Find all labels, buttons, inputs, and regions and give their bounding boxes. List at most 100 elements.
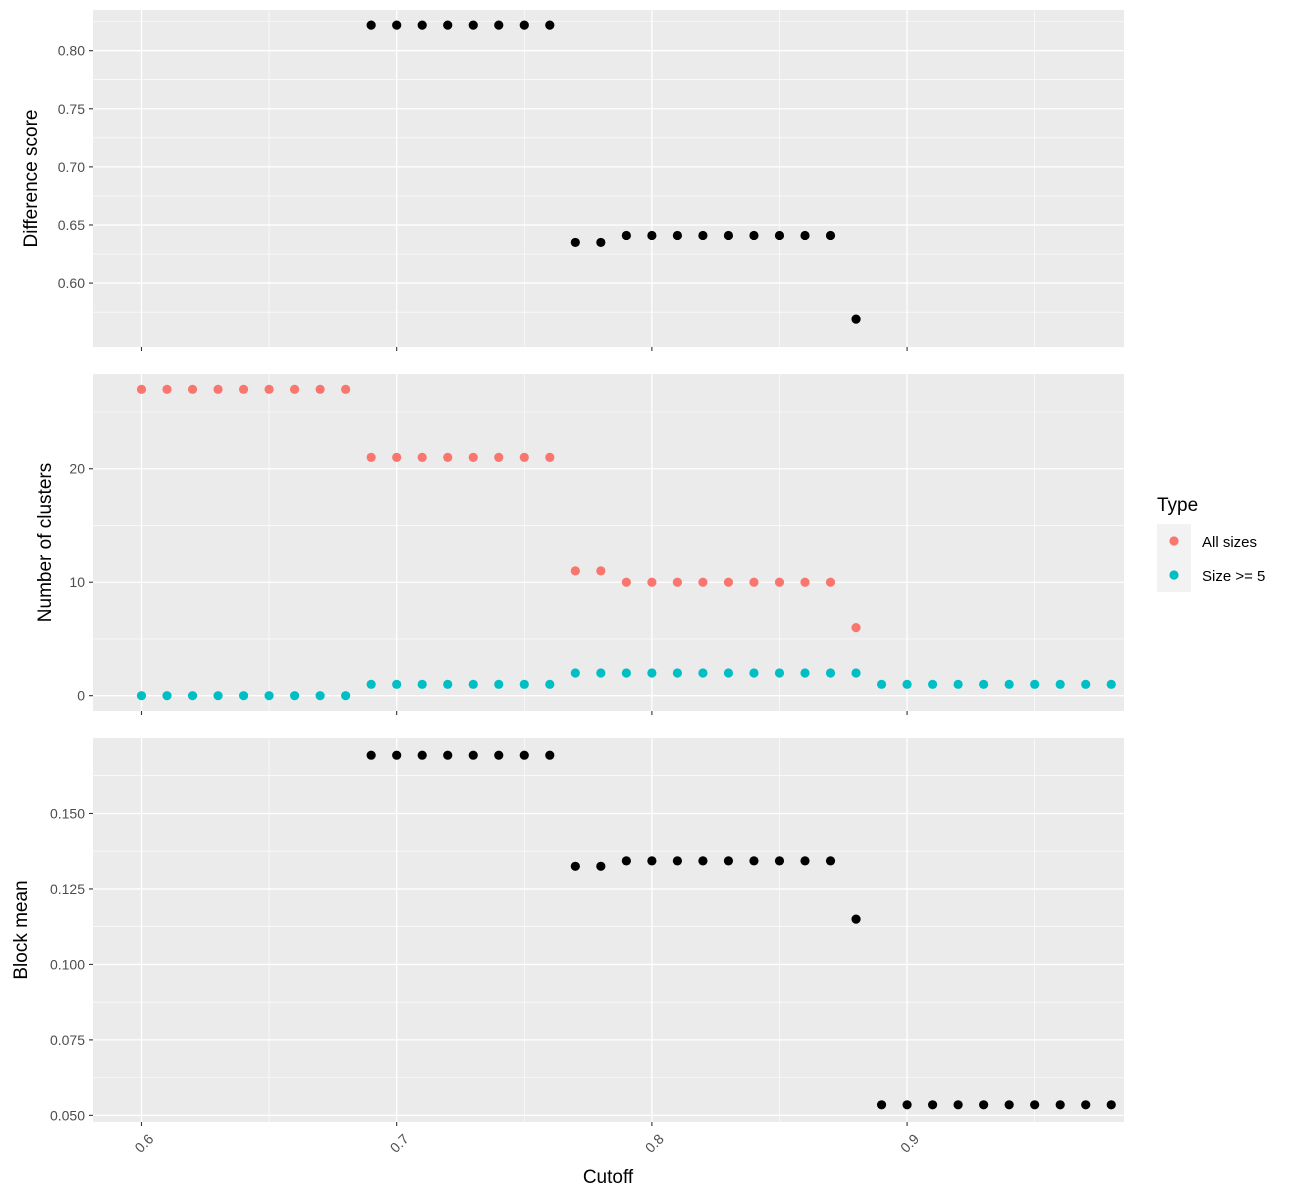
data-point: [392, 750, 402, 760]
data-point: [1004, 679, 1014, 689]
y-tick-label: 0: [77, 688, 85, 704]
data-point: [187, 384, 198, 394]
data-point: [187, 691, 198, 701]
data-point: [290, 384, 300, 394]
data-point: [545, 20, 555, 30]
data-point: [162, 384, 172, 394]
data-point: [1055, 1100, 1065, 1110]
data-point: [366, 20, 376, 30]
data-point: [1030, 679, 1040, 689]
data-point: [494, 20, 504, 30]
data-point: [570, 566, 580, 576]
data-point: [417, 679, 427, 689]
panel-difference: 0.60 0.65 0.70 0.75 0.80 Difference score: [21, 10, 1124, 351]
data-point: [570, 237, 580, 248]
series-size-5: [136, 668, 1116, 701]
panel-background: [93, 374, 1124, 711]
data-point: [928, 1100, 938, 1110]
y-tick-label: 0.75: [58, 101, 85, 117]
data-point: [672, 668, 683, 678]
data-point: [1055, 679, 1065, 689]
data-point: [876, 1100, 887, 1110]
data-point: [621, 230, 631, 241]
legend-key: [1169, 570, 1179, 580]
panel-blockmean: 0.050 0.075 0.100 0.125 0.150 Block mean: [11, 738, 1124, 1126]
y-tick-label: 10: [69, 574, 85, 590]
legend-item: All sizes: [1157, 524, 1257, 558]
data-point: [621, 577, 631, 587]
legend-key: [1169, 536, 1179, 546]
data-point: [1081, 679, 1091, 689]
data-point: [213, 384, 223, 394]
legend-item: Size >= 5: [1157, 558, 1265, 592]
data-point: [698, 577, 708, 587]
data-point: [519, 20, 529, 30]
panel-background: [93, 738, 1124, 1122]
y-tick-label: 0.150: [50, 805, 85, 821]
data-point: [136, 691, 147, 701]
y-tick-label: 0.075: [50, 1032, 85, 1048]
data-point: [621, 668, 631, 678]
data-point: [392, 452, 402, 462]
data-point: [494, 679, 504, 689]
data-point: [928, 679, 938, 689]
panels: 0.60 0.65 0.70 0.75 0.80 Difference score 0 10 2…: [11, 10, 1124, 1126]
data-point: [647, 577, 657, 587]
data-point: [443, 20, 453, 30]
data-point: [672, 856, 683, 866]
data-point: [596, 566, 606, 576]
data-point: [468, 679, 478, 689]
gridlines: [93, 10, 1124, 347]
data-point: [545, 679, 555, 689]
data-point: [647, 668, 657, 678]
data-point: [851, 914, 861, 924]
y-tick-label: 0.100: [50, 956, 85, 972]
data-point: [774, 856, 785, 866]
y-axis-blockmean: 0.050 0.075 0.100 0.125 0.150: [50, 805, 93, 1123]
data-point: [468, 750, 478, 760]
data-point: [596, 861, 606, 871]
y-tick-label: 0.125: [50, 881, 85, 897]
x-axis-title: Cutoff: [583, 1167, 634, 1188]
y-tick-label: 0.70: [58, 159, 85, 175]
data-point: [238, 384, 249, 394]
data-point: [825, 856, 836, 866]
data-point: [979, 679, 989, 689]
data-point: [1004, 1100, 1014, 1110]
data-point: [392, 20, 402, 30]
data-point: [825, 668, 836, 678]
y-axis-title-difference: Difference score: [21, 110, 42, 248]
data-point: [774, 577, 785, 587]
y-tick-label: 0.65: [58, 217, 85, 233]
data-point: [698, 856, 708, 866]
data-point: [315, 691, 325, 701]
data-point: [417, 20, 427, 30]
y-tick-label: 0.60: [58, 275, 85, 291]
data-point: [213, 691, 223, 701]
data-point: [953, 679, 963, 689]
data-point: [468, 452, 478, 462]
data-point: [800, 577, 810, 587]
data-point: [341, 691, 351, 701]
data-point: [851, 668, 861, 678]
series-difference-0: [366, 20, 861, 324]
data-point: [902, 679, 912, 689]
y-axis-title-clusters: Number of clusters: [35, 463, 56, 622]
x-tick-label: 0.6: [131, 1131, 156, 1156]
y-axis-difference: 0.60 0.65 0.70 0.75 0.80: [58, 43, 93, 291]
data-point: [749, 668, 759, 678]
panel-clusters: 0 10 20 Number of clusters: [35, 374, 1124, 715]
y-axis-clusters: 0 10 20: [69, 461, 93, 704]
data-point: [698, 668, 708, 678]
data-point: [851, 314, 861, 324]
data-point: [825, 230, 836, 241]
data-point: [596, 237, 606, 248]
data-point: [366, 452, 376, 462]
data-point: [443, 679, 453, 689]
data-point: [800, 668, 810, 678]
data-point: [468, 20, 478, 30]
legend-title: Type: [1157, 495, 1198, 516]
data-point: [519, 750, 529, 760]
data-point: [672, 230, 683, 241]
